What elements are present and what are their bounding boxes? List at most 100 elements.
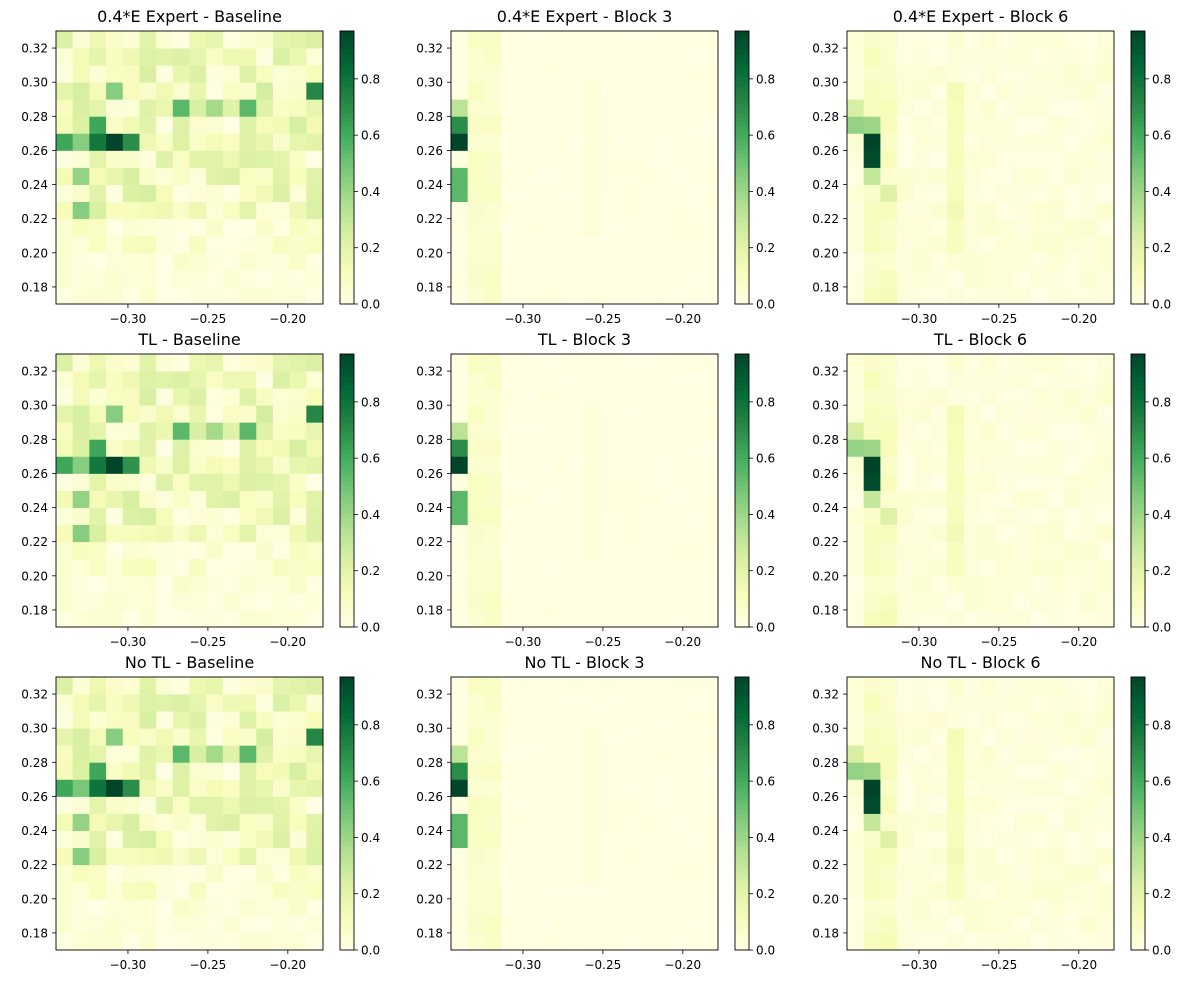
heatmap-cell (139, 609, 157, 628)
colorbar-segment (1131, 299, 1145, 305)
heatmap-cell (501, 235, 519, 254)
heatmap-cell (206, 541, 224, 560)
heatmap-cell (897, 796, 915, 814)
colorbar-segment (1131, 58, 1145, 64)
heatmap-cell (306, 507, 324, 526)
axes-frame (450, 353, 719, 628)
heatmap-cell (534, 286, 552, 305)
heatmap-cell (651, 218, 669, 237)
heatmap-cell (947, 439, 965, 457)
heatmap-cell (617, 796, 635, 814)
subplot-9: No TL - Block 6−0.30 −0.25 −0.200.180.200.… (812, 653, 1171, 972)
heatmap-cell (289, 558, 307, 577)
heatmap-cell (451, 388, 469, 406)
heatmap-cell (847, 796, 865, 814)
colorbar-segment (1131, 190, 1145, 196)
colorbar-segment (1131, 563, 1145, 569)
colorbar-segment (340, 854, 354, 860)
heatmap-cell (634, 82, 652, 100)
colorbar-segment (340, 208, 354, 214)
heatmap-cell (667, 201, 686, 220)
colorbar-segment (1131, 363, 1145, 369)
heatmap-cell (1013, 694, 1031, 712)
heatmap-cell (484, 167, 502, 185)
heatmap-cell (567, 490, 585, 508)
heatmap-cell (963, 388, 981, 406)
heatmap-cell (1063, 150, 1082, 168)
colorbar-segment (735, 485, 749, 491)
heatmap-cell (1063, 694, 1082, 712)
heatmap-cell (501, 915, 519, 934)
heatmap-cell (139, 167, 157, 185)
heatmap-cell (206, 422, 224, 440)
colorbar-segment (735, 836, 749, 842)
y-tick-label: 0.20 (21, 569, 48, 583)
colorbar-segment (340, 426, 354, 432)
heatmap-cell (913, 422, 931, 440)
heatmap-cell (156, 694, 174, 712)
heatmap-cell (1063, 456, 1082, 474)
colorbar-segment (735, 162, 749, 168)
heatmap-cell (72, 456, 90, 474)
heatmap-cell (947, 456, 965, 474)
heatmap-cell (467, 677, 485, 695)
colorbar-segment (1131, 699, 1145, 705)
colorbar-segment (735, 490, 749, 496)
heatmap-cell (451, 524, 469, 543)
colorbar-segment (340, 112, 354, 118)
heatmap-cell (980, 490, 998, 508)
heatmap-cell (1097, 592, 1115, 611)
heatmap-cell (534, 82, 552, 100)
heatmap-cell (863, 507, 881, 526)
colorbar-segment (340, 790, 354, 796)
heatmap-cell (684, 133, 702, 151)
colorbar-segment (1131, 918, 1145, 924)
heatmap-cell (206, 847, 224, 866)
heatmap-cell (913, 82, 931, 100)
heatmap-cell (634, 48, 652, 66)
colorbar-segment (735, 81, 749, 87)
heatmap-cell (684, 354, 702, 372)
heatmap-cell (106, 915, 124, 934)
colorbar-segment (735, 454, 749, 460)
heatmap-cell (89, 490, 107, 508)
heatmap-cell (880, 694, 898, 712)
colorbar-segment (735, 754, 749, 760)
heatmap-cell (1030, 813, 1048, 831)
heatmap-cell (1097, 473, 1115, 491)
heatmap-cell (997, 915, 1015, 934)
heatmap-cell (1097, 269, 1115, 288)
colorbar-segment (340, 845, 354, 851)
heatmap-cell (1030, 252, 1048, 271)
heatmap-cell (122, 252, 140, 271)
heatmap-cell (634, 881, 652, 900)
heatmap-cell (1080, 116, 1098, 134)
heatmap-cell (172, 269, 190, 288)
colorbar-segment (735, 940, 749, 946)
colorbar-segment (735, 117, 749, 123)
colorbar-segment (1131, 435, 1145, 441)
heatmap-cell (1097, 167, 1115, 185)
heatmap-cell (256, 507, 274, 526)
colorbar-segment (1131, 467, 1145, 473)
y-tick-label: 0.28 (416, 433, 443, 447)
heatmap-cell (467, 167, 485, 185)
heatmap-cell (172, 31, 190, 49)
heatmap-cell (913, 813, 931, 831)
colorbar-segment (340, 586, 354, 592)
heatmap-cell (1063, 354, 1082, 372)
colorbar-segment (735, 67, 749, 73)
heatmap-cell (667, 48, 686, 66)
heatmap-cell (947, 65, 965, 83)
heatmap-cell (467, 150, 485, 168)
heatmap-cell (863, 524, 881, 543)
heatmap-cell (106, 779, 124, 797)
colorbar-segment (340, 354, 354, 360)
heatmap-cell (1013, 405, 1031, 423)
heatmap-cell (930, 779, 948, 797)
heatmap-cell (617, 677, 635, 695)
heatmap-cell (1047, 558, 1065, 577)
heatmap-cell (863, 133, 881, 151)
colorbar-segment (1131, 162, 1145, 168)
colorbar-segment (340, 886, 354, 892)
